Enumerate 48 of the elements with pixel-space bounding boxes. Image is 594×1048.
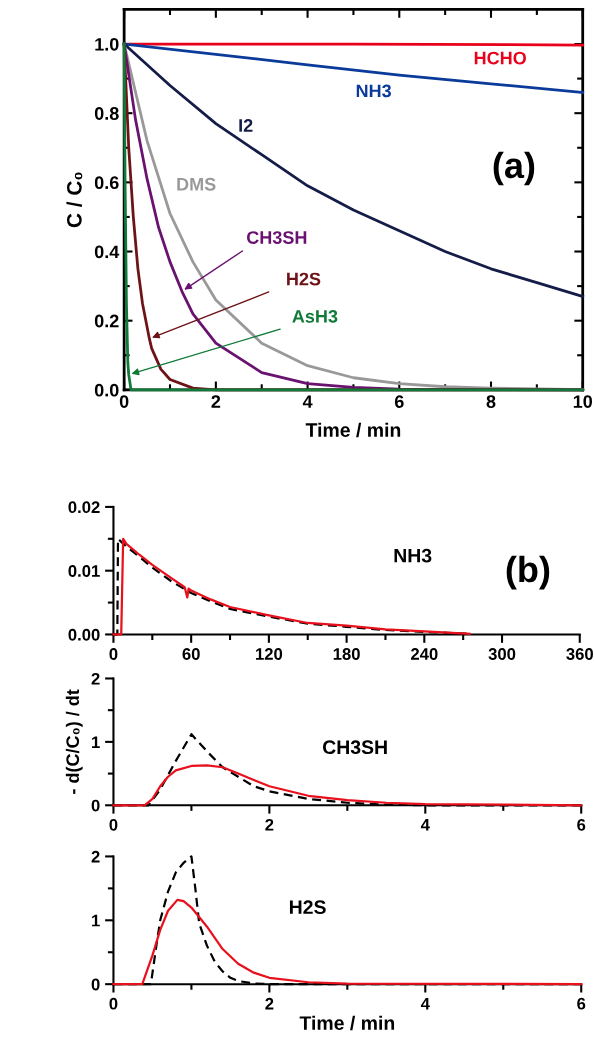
x-tick-label: 60 [182, 648, 200, 660]
x-tick-label: 2 [265, 997, 274, 1010]
annotation: NH3 [394, 548, 432, 563]
text: CH3SH [246, 231, 307, 244]
series-label: HCHO [474, 51, 526, 65]
x-axis-title: Time / min [305, 422, 401, 438]
series-label: I2 [239, 119, 253, 132]
annotation: (b) [506, 555, 550, 590]
x-tick-label: 360 [566, 648, 593, 660]
y-axis-title: C / C₀ [66, 172, 83, 228]
text: AsH3 [292, 309, 338, 323]
y-tick-label: 0.2 [94, 314, 119, 328]
x-tick-label: 2 [211, 395, 221, 408]
y-tick-label: 0.01 [68, 565, 100, 577]
y-tick-label: 0.02 [68, 501, 100, 514]
y-tick-label: 1 [92, 914, 100, 927]
y-tick-label: 0 [91, 799, 100, 812]
y-tick-label: 0 [91, 978, 100, 991]
x-tick-label: 4 [420, 997, 430, 1010]
x-tick-label: 0 [119, 395, 129, 408]
y-tick-label: 0.00 [68, 628, 100, 641]
x-tick-label: 4 [420, 819, 430, 831]
annotation: (a) [493, 151, 535, 186]
x-tick-label: 6 [577, 997, 586, 1010]
x-tick-label: 8 [486, 395, 496, 408]
annotation: CH3SH [322, 740, 387, 755]
x-axis-title: Time / min [299, 1015, 395, 1031]
x-tick-label: 6 [577, 818, 586, 831]
x-tick-label: 4 [302, 395, 313, 408]
y-tick-label: 0.0 [94, 383, 119, 397]
x-tick-label: 120 [256, 648, 283, 660]
y-tick-label: 2 [91, 850, 100, 863]
y-axis-title: - d(C/C₀) / dt [65, 689, 83, 794]
y-tick-label: 0.4 [94, 245, 120, 259]
x-tick-label: 240 [410, 648, 438, 660]
x-tick-label: 300 [488, 648, 516, 660]
x-tick-label: 180 [333, 648, 360, 660]
x-tick-label: 6 [394, 395, 404, 408]
text: H2S [287, 272, 321, 286]
y-tick-label: 0.8 [94, 107, 119, 120]
series-label: DMS [177, 177, 216, 191]
y-tick-label: 2 [91, 672, 100, 685]
y-tick-label: 1 [92, 736, 100, 748]
x-tick-label: 2 [265, 818, 274, 831]
series-label: NH3 [356, 84, 392, 98]
y-tick-label: 1.0 [95, 37, 119, 51]
y-tick-label: 0.6 [94, 176, 119, 190]
x-tick-label: 10 [573, 395, 593, 408]
